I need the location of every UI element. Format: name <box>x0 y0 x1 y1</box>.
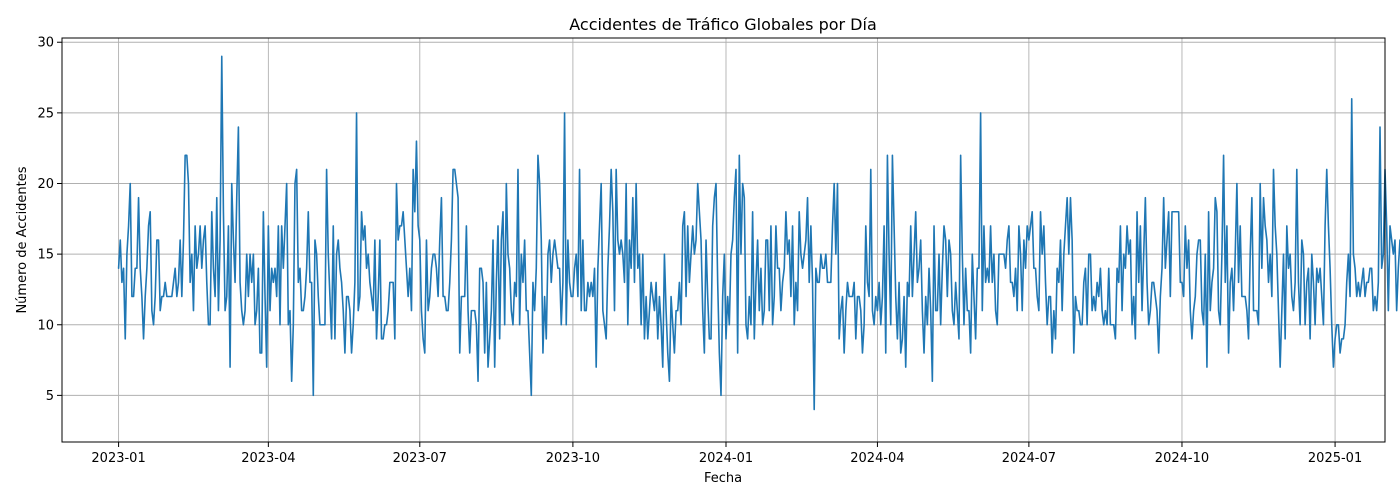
y-tick-label: 15 <box>37 248 54 263</box>
x-tick-label: 2024-10 <box>1155 451 1209 466</box>
chart-title: Accidentes de Tráfico Globales por Día <box>569 15 877 34</box>
x-tick-label: 2024-01 <box>699 451 753 466</box>
x-tick-label: 2025-01 <box>1308 451 1362 466</box>
x-axis: 2023-01 2023-04 2023-07 2023-10 2024-01 2024-… <box>91 442 1362 466</box>
x-tick-label: 2024-07 <box>1002 451 1056 466</box>
x-axis-label: Fecha <box>704 471 742 486</box>
y-tick-label: 20 <box>37 177 54 192</box>
x-tick-label: 2023-04 <box>241 451 295 466</box>
y-tick-label: 5 <box>46 389 54 404</box>
y-axis-label: Número de Accidentes <box>15 166 30 313</box>
y-tick-label: 10 <box>37 318 54 333</box>
y-axis: 5 10 15 20 25 30 <box>37 36 62 404</box>
plot-frame <box>61 37 1386 443</box>
x-tick-label: 2023-10 <box>546 451 600 466</box>
y-tick-label: 30 <box>37 36 54 51</box>
y-tick-label: 25 <box>37 106 54 121</box>
series-line-accidents <box>117 55 1400 411</box>
series-layer <box>117 55 1400 411</box>
x-tick-label: 2023-01 <box>91 451 145 466</box>
x-tick-label: 2024-04 <box>850 451 904 466</box>
x-tick-label: 2023-07 <box>393 451 447 466</box>
